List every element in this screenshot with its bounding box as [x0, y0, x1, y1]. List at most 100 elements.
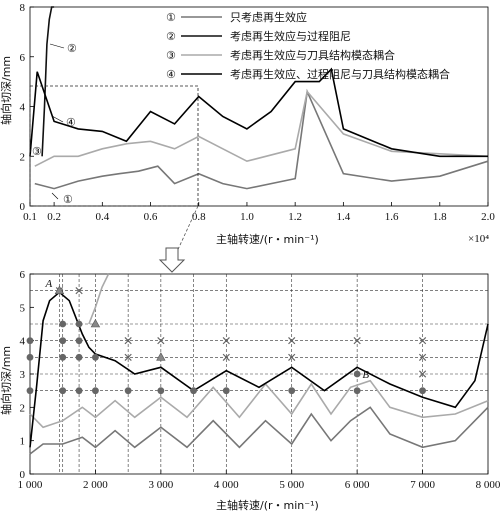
bottom-x-tick-label: 7 000	[410, 479, 435, 491]
chatter-point	[157, 337, 165, 345]
stable-point	[190, 387, 197, 395]
stable-point	[222, 387, 230, 395]
bottom-test-points	[26, 285, 427, 395]
legend-marker-2: ②	[166, 30, 176, 43]
stable-point	[288, 387, 296, 395]
bottom-x-tick-label: 2 000	[83, 479, 108, 491]
callout-marker-3: ③	[32, 146, 42, 158]
chatter-point	[353, 337, 361, 345]
bottom-x-axis-label: 主轴转速/(r・min⁻¹)	[216, 498, 319, 512]
top-x-tick-label: 1.6	[385, 211, 399, 223]
stable-point	[92, 387, 99, 395]
top-x-tick-label: 0.8	[192, 211, 206, 223]
bottom-y-tick-label: 2	[20, 402, 26, 414]
chatter-point	[124, 353, 132, 361]
legend-label-3: 考虑再生效应与刀具结构模态耦合	[230, 48, 395, 62]
legend-marker-1: ①	[166, 11, 176, 24]
callout-marker-4: ④	[66, 117, 76, 129]
top-x-ticks: 0.1 0.2 0.4 0.6 0.8 1.0 1.2 1.4 1.6 1.8 2.0	[23, 202, 495, 223]
legend-entry-3: ③ 考虑再生效应与刀具结构模态耦合	[166, 48, 395, 62]
top-y-axis-label: 轴向切深/mm	[0, 56, 13, 125]
bottom-y-tick-label: 5	[20, 302, 26, 314]
top-y-tick-label: 8	[20, 2, 26, 14]
zoom-arrow-icon	[158, 205, 199, 273]
bottom-series-lines	[29, 273, 489, 455]
chatter-point	[418, 370, 427, 378]
stable-point	[59, 353, 67, 361]
chatter-point	[418, 353, 427, 361]
bottom-y-tick-label: 3	[20, 369, 26, 381]
stable-point	[353, 370, 361, 378]
legend-marker-4: ④	[166, 68, 176, 81]
top-x-tick-label: 0.2	[47, 211, 61, 223]
chatter-point	[288, 337, 296, 345]
callout-marker-2: ②	[67, 43, 77, 55]
bottom-x-tick-label: 3 000	[148, 479, 173, 491]
stable-point	[59, 387, 67, 395]
top-series-line-4	[29, 67, 488, 158]
top-y-tick-label: 0	[20, 201, 26, 213]
top-x-tick-label: 0.6	[144, 211, 158, 223]
bottom-y-tick-label: 1	[20, 436, 26, 448]
top-plot-area	[29, 6, 489, 207]
top-chart: 0.1 0.2 0.4 0.6 0.8 1.0 1.2 1.4 1.6 1.8 2.0 02468 …	[0, 2, 495, 246]
curve-callouts: ① ② ③ ④	[32, 43, 77, 206]
chatter-point	[75, 287, 83, 295]
top-series-line-3	[34, 89, 489, 167]
chatter-point	[288, 353, 296, 361]
chatter-point	[418, 337, 427, 345]
annotation-a: A	[44, 278, 52, 290]
stable-point	[92, 353, 99, 361]
top-series-line-1	[34, 88, 489, 190]
stable-point	[75, 337, 83, 345]
bottom-x-tick-label: 5 000	[279, 479, 304, 491]
bottom-series-line-1	[29, 406, 489, 455]
bottom-series-line-3	[29, 291, 489, 448]
stable-point	[419, 387, 426, 395]
stable-point	[353, 387, 361, 395]
top-y-tick-label: 4	[20, 102, 26, 114]
bottom-x-tick-label: 8 000	[476, 479, 501, 491]
bottom-x-tick-label: 4 000	[214, 479, 239, 491]
legend-entry-4: ④ 考虑再生效应、过程阻尼与刀具结构模态耦合	[166, 67, 450, 81]
stable-point	[75, 387, 83, 395]
top-legend: ① 只考虑再生效应 ② 考虑再生效应与过程阻尼 ③ 考虑再生效应与刀具结构模态耦…	[166, 10, 450, 81]
bottom-y-ticks: 0 1 2 3 4 5 6	[20, 269, 34, 481]
legend-label-4: 考虑再生效应、过程阻尼与刀具结构模态耦合	[230, 67, 450, 81]
bottom-y-tick-label: 6	[20, 269, 26, 281]
stable-point	[75, 320, 83, 328]
legend-entry-2: ② 考虑再生效应与过程阻尼	[166, 29, 351, 43]
stable-point	[59, 337, 67, 345]
marginal-point	[90, 318, 101, 328]
stable-point	[59, 320, 67, 328]
bottom-y-tick-label: 4	[20, 336, 26, 348]
top-x-tick-label: 0.4	[95, 211, 109, 223]
callout-leader-2	[49, 43, 65, 49]
top-x-exponent: ×10⁴	[468, 233, 489, 245]
stable-point	[157, 387, 165, 395]
stable-point	[75, 353, 83, 361]
stable-point	[26, 387, 34, 395]
callout-leader-4	[51, 115, 64, 123]
stable-point	[124, 387, 132, 395]
legend-label-2: 考虑再生效应与过程阻尼	[230, 29, 351, 43]
top-series-line-2	[41, 6, 55, 157]
callout-leader-1	[51, 192, 59, 200]
marginal-point	[156, 352, 166, 361]
top-x-tick-label: 1.2	[288, 211, 302, 223]
stable-point	[26, 353, 34, 361]
top-x-tick-label: 2.0	[481, 211, 495, 223]
legend-label-1: 只考虑再生效应	[230, 10, 307, 24]
legend-marker-3: ③	[166, 49, 176, 62]
bottom-y-tick-label: 0	[20, 469, 26, 481]
legend-entry-1: ① 只考虑再生效应	[166, 10, 307, 24]
top-y-ticks: 0 2 4 6 8	[20, 2, 34, 213]
top-x-tick-label: 1.4	[336, 211, 350, 223]
annotation-b: B	[362, 369, 369, 381]
top-x-axis-label: 主轴转速/(r・min⁻¹)	[216, 232, 319, 246]
bottom-chart: 1 000 2 000 3 000 4 000 5 000 6 000 7 000 8 000…	[0, 269, 501, 512]
top-y-tick-label: 6	[20, 52, 26, 64]
bottom-series-line-2	[29, 379, 489, 429]
chatter-point	[124, 337, 132, 345]
